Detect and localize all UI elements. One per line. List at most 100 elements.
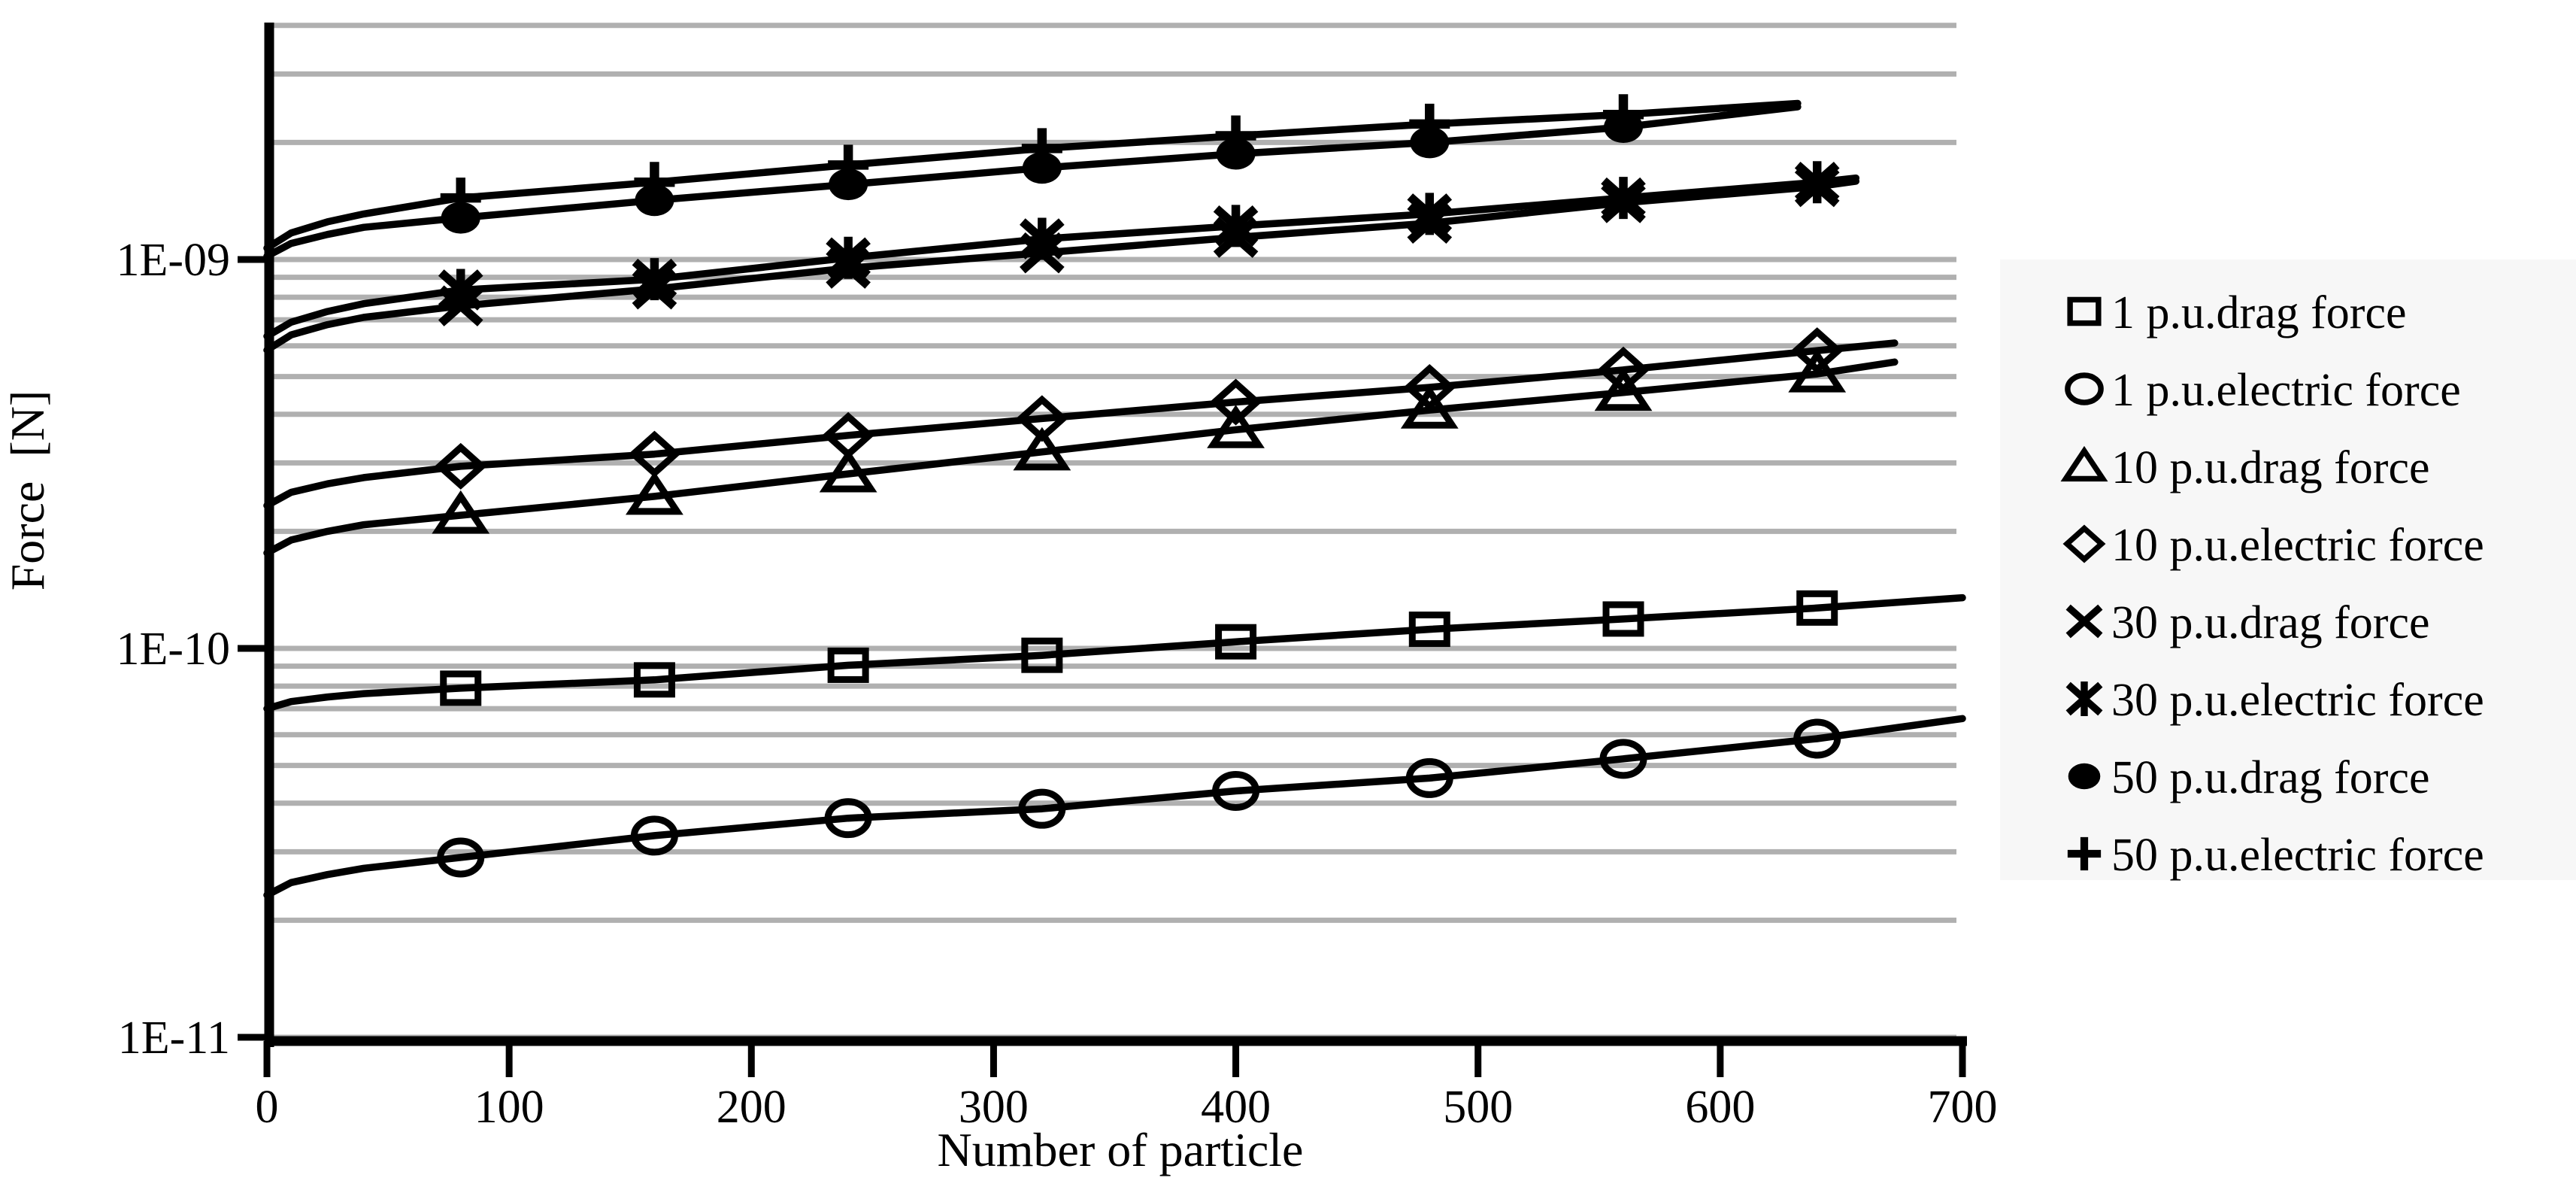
marker-triangle (626, 471, 683, 515)
series-square (263, 590, 1966, 712)
marker-plus (1409, 103, 1450, 144)
marker-triangle (1788, 348, 1847, 393)
marker-plus (440, 178, 481, 219)
marker-star (1794, 161, 1840, 204)
series-star (263, 161, 1860, 340)
legend-label: 30 p.u.drag force (2111, 597, 2430, 648)
x-tick-label: 700 (1928, 1082, 1998, 1133)
x-tick-label: 200 (717, 1082, 786, 1133)
marker-circle (1212, 770, 1260, 811)
legend-item[interactable]: 1 p.u.drag force (2067, 287, 2407, 338)
marker-square (1021, 637, 1063, 673)
marker-triangle (1594, 367, 1653, 411)
marker-square (827, 647, 869, 683)
x-tick-label: 500 (1443, 1082, 1513, 1133)
axes-layer: 1E-09 1E-10 1E-11 0 100 200 300 400 500 600 700 (116, 23, 1998, 1133)
legend-item[interactable]: 10 p.u.drag force (2060, 442, 2430, 493)
marker-circle (1599, 739, 1647, 779)
marker-diamond (434, 442, 487, 490)
marker-plus (634, 162, 675, 203)
marker-diamond (1209, 378, 1262, 426)
marker-square (1215, 624, 1257, 660)
marker-square (1796, 590, 1838, 626)
marker-circle (1018, 788, 1066, 829)
marker-square (1602, 601, 1644, 637)
marker-plus (2067, 836, 2102, 871)
marker-diamond (1790, 327, 1844, 375)
marker-star (1601, 177, 1646, 220)
marker-star (438, 269, 483, 311)
x-tick-label: 0 (256, 1082, 279, 1133)
legend: 1 p.u.drag force 1 p.u.electric force 10 p… (2000, 260, 2576, 881)
marker-square (1408, 612, 1450, 648)
x-tick-label: 600 (1685, 1082, 1755, 1133)
marker-circle (630, 815, 678, 856)
marker-circle (824, 798, 872, 839)
marker-star (826, 236, 871, 279)
series-circle (263, 715, 1966, 899)
y-tick-label: 1E-09 (116, 235, 230, 286)
marker-star (632, 258, 677, 301)
series-line (263, 103, 1802, 260)
legend-label: 50 p.u.electric force (2111, 830, 2484, 881)
series-line (263, 339, 1899, 509)
marker-triangle (1013, 427, 1071, 471)
x-axis-title: Number of particle (938, 1123, 1304, 1176)
legend-label: 1 p.u.electric force (2111, 365, 2461, 416)
legend-item[interactable]: 10 p.u.electric force (2062, 520, 2484, 571)
y-tick-label: 1E-11 (118, 1012, 230, 1064)
y-axis-title: Force [N] (1, 390, 54, 591)
x-tick-label: 100 (474, 1082, 544, 1133)
x-tick-label: 400 (1201, 1082, 1271, 1133)
legend-label: 10 p.u.drag force (2111, 442, 2430, 493)
series-triangle (263, 348, 1899, 557)
legend-label: 50 p.u.drag force (2111, 752, 2430, 803)
x-tick-label: 300 (959, 1082, 1029, 1133)
marker-circle (1793, 718, 1841, 759)
legend-item[interactable]: 30 p.u.drag force (2065, 597, 2430, 648)
series-line (263, 715, 1966, 899)
series-line (263, 99, 1802, 252)
marker-triangle (1400, 385, 1459, 429)
marker-x (2065, 604, 2103, 639)
gridlines-layer (267, 23, 1956, 1040)
legend-label: 1 p.u.drag force (2111, 287, 2407, 338)
marker-diamond (628, 430, 681, 478)
marker-star (1020, 217, 1065, 260)
series-layer (263, 94, 1966, 899)
marker-plus (1021, 128, 1062, 169)
legend-item[interactable]: 50 p.u.drag force (2068, 752, 2430, 803)
legend-item[interactable]: 1 p.u.electric force (2065, 365, 2461, 416)
marker-triangle (2060, 445, 2108, 482)
marker-diamond (822, 411, 874, 459)
marker-star (1213, 205, 1259, 247)
y-tick-label: 1E-10 (116, 624, 230, 675)
legend-item[interactable]: 30 p.u.electric force (2065, 675, 2484, 726)
marker-square (633, 662, 675, 698)
marker-plus (1603, 94, 1644, 135)
marker-star (1407, 193, 1453, 235)
marker-diamond (1597, 346, 1650, 393)
marker-triangle (819, 448, 877, 493)
marker-plus (828, 144, 869, 186)
marker-diamond (1016, 395, 1068, 442)
series-line (263, 358, 1899, 557)
series-line (263, 593, 1966, 712)
marker-star (2065, 681, 2103, 716)
series-plus (263, 94, 1802, 252)
marker-circle (437, 837, 485, 878)
series-diamond (263, 327, 1899, 509)
legend-item[interactable]: 50 p.u.electric force (2067, 830, 2484, 881)
marker-circle (2065, 372, 2104, 405)
marker-square (440, 670, 482, 706)
marker-diamond (1403, 363, 1456, 411)
marker-triangle (432, 490, 490, 534)
legend-label: 10 p.u.electric force (2111, 520, 2484, 571)
marker-plus (1215, 115, 1256, 156)
marker-diamond (2062, 524, 2106, 563)
marker-triangle (1207, 405, 1265, 448)
marker-circle (1405, 757, 1453, 798)
marker-square (2067, 296, 2102, 326)
